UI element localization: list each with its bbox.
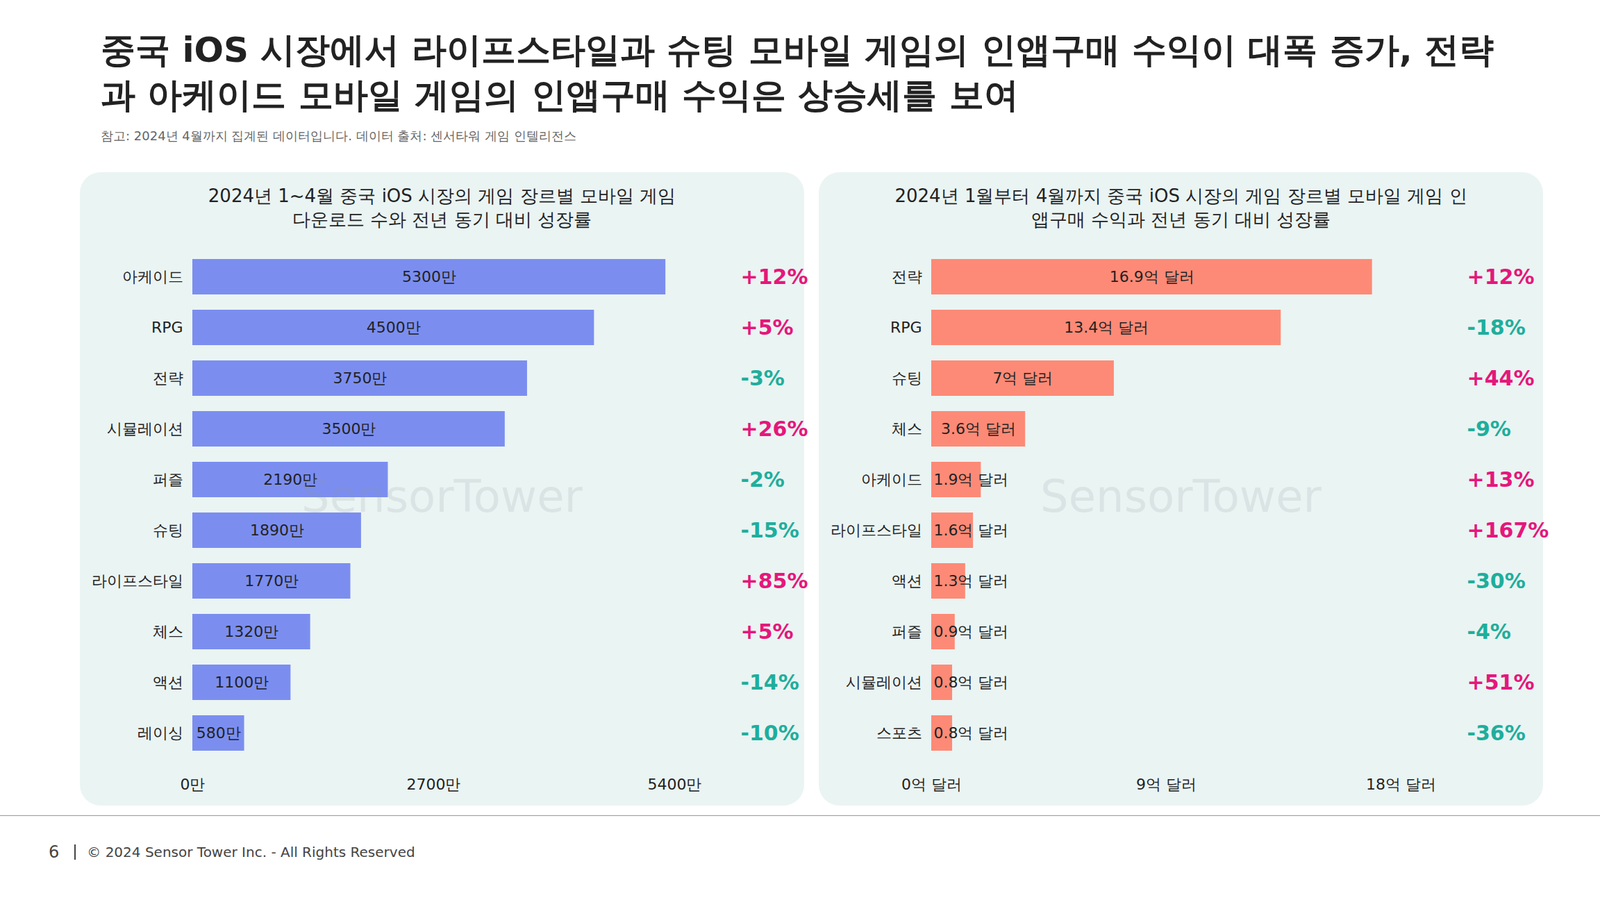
svg-text:퍼즐: 퍼즐 — [891, 622, 923, 641]
svg-text:+5%: +5% — [740, 314, 794, 339]
svg-text:18억 달러: 18억 달러 — [1365, 775, 1437, 794]
svg-text:퍼즐: 퍼즐 — [152, 470, 184, 489]
svg-text:3750만: 3750만 — [332, 369, 387, 387]
svg-text:9억 달러: 9억 달러 — [1136, 775, 1197, 794]
svg-text:전략: 전략 — [152, 369, 184, 387]
svg-text:+5%: +5% — [740, 618, 794, 644]
svg-text:0억 달러: 0억 달러 — [901, 775, 962, 794]
svg-text:시뮬레이션: 시뮬레이션 — [106, 420, 184, 438]
svg-text:580만: 580만 — [196, 724, 241, 742]
svg-text:체스: 체스 — [891, 420, 923, 438]
svg-text:슈팅: 슈팅 — [152, 521, 184, 539]
svg-text:RPG: RPG — [151, 318, 184, 337]
svg-text:+13%: +13% — [1467, 466, 1535, 491]
svg-text:+85%: +85% — [740, 568, 809, 593]
svg-text:-36%: -36% — [1467, 720, 1526, 745]
svg-text:+12%: +12% — [1467, 263, 1535, 289]
svg-text:3.6억 달러: 3.6억 달러 — [940, 420, 1016, 438]
svg-text:-14%: -14% — [740, 669, 800, 694]
svg-text:-30%: -30% — [1467, 568, 1526, 593]
svg-text:아케이드: 아케이드 — [861, 470, 923, 489]
svg-text:13.4억 달러: 13.4억 달러 — [1063, 318, 1149, 337]
svg-text:7억 달러: 7억 달러 — [992, 369, 1053, 387]
svg-text:2700만: 2700만 — [406, 775, 462, 794]
svg-text:+26%: +26% — [740, 415, 809, 441]
svg-text:5300만: 5300만 — [402, 268, 457, 286]
svg-text:시뮬레이션: 시뮬레이션 — [845, 673, 923, 691]
svg-text:슈팅: 슈팅 — [891, 369, 923, 387]
svg-text:+51%: +51% — [1467, 669, 1535, 694]
svg-text:-18%: -18% — [1467, 314, 1526, 339]
svg-text:1.6억 달러: 1.6억 달러 — [934, 521, 1010, 539]
svg-text:1320만: 1320만 — [224, 622, 279, 641]
svg-text:16.9억 달러: 16.9억 달러 — [1109, 268, 1195, 286]
svg-text:-2%: -2% — [740, 466, 785, 491]
svg-text:1770만: 1770만 — [244, 572, 299, 590]
svg-text:+12%: +12% — [740, 263, 809, 289]
svg-text:-9%: -9% — [1467, 415, 1512, 441]
svg-text:0만: 0만 — [180, 775, 206, 794]
svg-text:-15%: -15% — [740, 517, 800, 542]
svg-text:2190만: 2190만 — [263, 470, 318, 489]
svg-text:-3%: -3% — [740, 365, 785, 390]
svg-text:1.9억 달러: 1.9억 달러 — [934, 470, 1010, 489]
svg-text:3500만: 3500만 — [321, 420, 376, 438]
svg-text:0.9억 달러: 0.9억 달러 — [934, 622, 1010, 641]
svg-text:아케이드: 아케이드 — [122, 268, 184, 286]
svg-text:4500만: 4500만 — [366, 318, 421, 337]
svg-text:1890만: 1890만 — [250, 521, 305, 539]
svg-text:RPG: RPG — [890, 318, 923, 337]
svg-text:전략: 전략 — [891, 268, 923, 286]
svg-text:레이싱: 레이싱 — [137, 724, 184, 742]
svg-text:5400만: 5400만 — [647, 775, 703, 794]
svg-text:액션: 액션 — [152, 673, 184, 691]
svg-text:스포츠: 스포츠 — [876, 724, 923, 742]
svg-text:-4%: -4% — [1467, 618, 1512, 644]
svg-text:0.8억 달러: 0.8억 달러 — [934, 673, 1010, 691]
svg-text:라이프스타일: 라이프스타일 — [830, 521, 923, 539]
svg-text:액션: 액션 — [891, 572, 923, 590]
svg-text:-10%: -10% — [740, 720, 800, 745]
svg-text:0.8억 달러: 0.8억 달러 — [934, 724, 1010, 742]
svg-text:1100만: 1100만 — [214, 673, 269, 691]
svg-text:체스: 체스 — [152, 622, 184, 641]
svg-text:+167%: +167% — [1467, 517, 1550, 542]
svg-text:+44%: +44% — [1467, 365, 1535, 390]
svg-text:라이프스타일: 라이프스타일 — [91, 572, 184, 590]
svg-text:1.3억 달러: 1.3억 달러 — [934, 572, 1010, 590]
